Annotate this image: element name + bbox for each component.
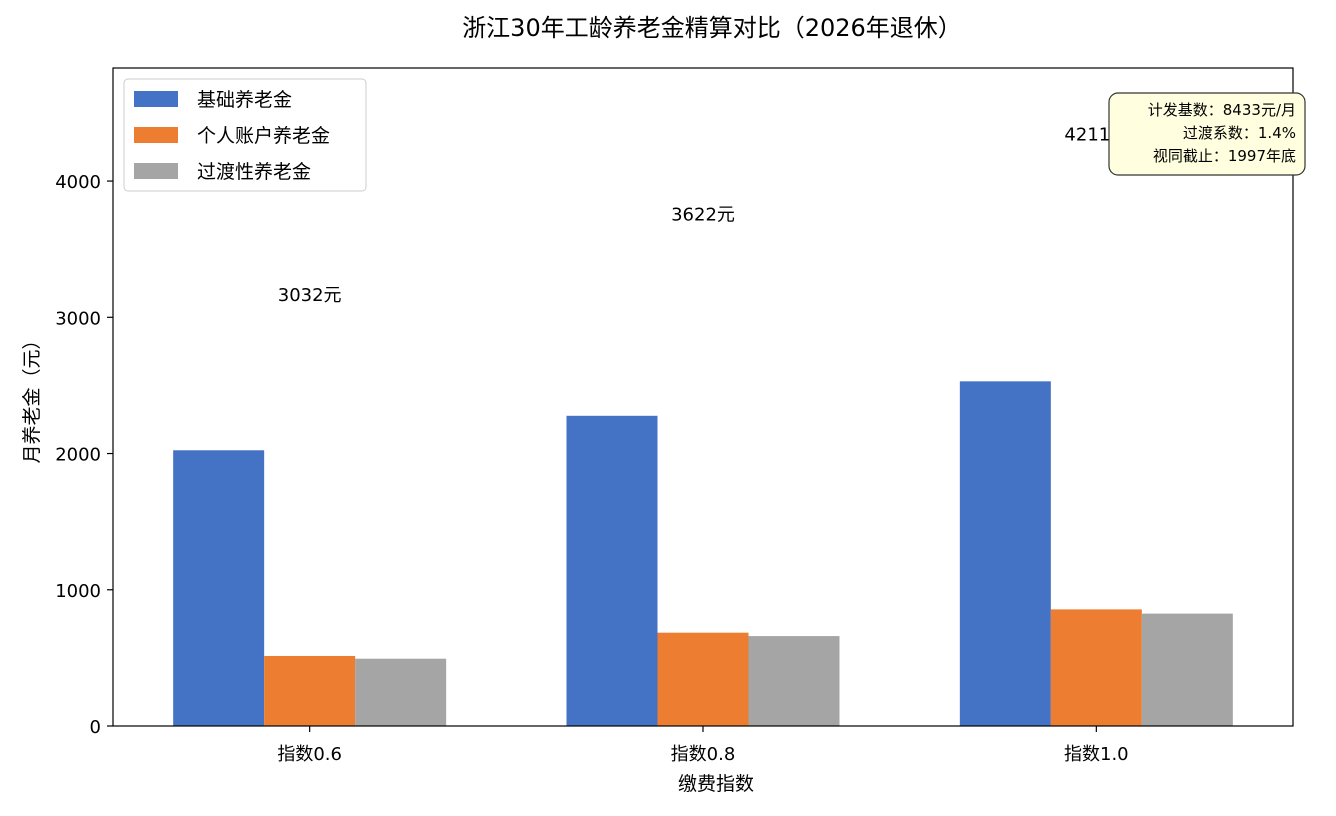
y-tick-label-2: 2000 [55, 445, 101, 466]
x-tick-label-2: 指数0.8 [671, 744, 736, 765]
total-label-1: 3032元 [278, 285, 342, 306]
info-line-2: 过渡系数：1.4% [1183, 124, 1296, 142]
y-tick-label-1: 1000 [55, 581, 101, 602]
bar-2-3 [1050, 609, 1142, 726]
x-tick-label-3: 指数1.0 [1064, 744, 1129, 765]
legend-swatch-2 [134, 127, 178, 143]
bar-3-3 [1141, 613, 1233, 726]
info-box-frame [1108, 92, 1306, 176]
bar-3-1 [355, 658, 447, 726]
bar-2-2 [657, 632, 749, 726]
chart-title: 浙江30年工龄养老金精算对比（2026年退休） [462, 14, 962, 42]
legend-frame [123, 78, 367, 192]
info-line-3: 视同截止：1997年底 [1153, 147, 1296, 165]
x-axis-label: 缴费指数 [678, 773, 754, 795]
bar-1-3 [959, 381, 1051, 726]
y-axis: 0 1000 2000 3000 4000 [55, 172, 113, 738]
plot-frame [112, 67, 1294, 727]
bar-1-2 [566, 415, 658, 726]
legend-swatch-1 [134, 91, 178, 107]
y-tick-label-3: 3000 [55, 308, 101, 329]
bar-2-1 [264, 655, 356, 726]
legend-label-2: 个人账户养老金 [197, 125, 330, 147]
legend-label-1: 基础养老金 [197, 89, 292, 111]
legend-label-3: 过渡性养老金 [197, 161, 311, 183]
bar-3-2 [748, 636, 840, 726]
bar-1-1 [173, 450, 265, 726]
info-line-1: 计发基数：8433元/月 [1148, 101, 1296, 119]
legend-swatch-3 [134, 163, 178, 179]
bars-group [173, 381, 1233, 726]
y-tick-label-0: 0 [90, 717, 101, 738]
total-label-2: 3622元 [671, 205, 735, 226]
y-tick-label-4: 4000 [55, 172, 101, 193]
x-axis: 指数0.6 指数0.8 指数1.0 [277, 726, 1129, 765]
y-axis-label: 月养老金（元） [21, 330, 43, 463]
x-tick-label-1: 指数0.6 [277, 744, 342, 765]
